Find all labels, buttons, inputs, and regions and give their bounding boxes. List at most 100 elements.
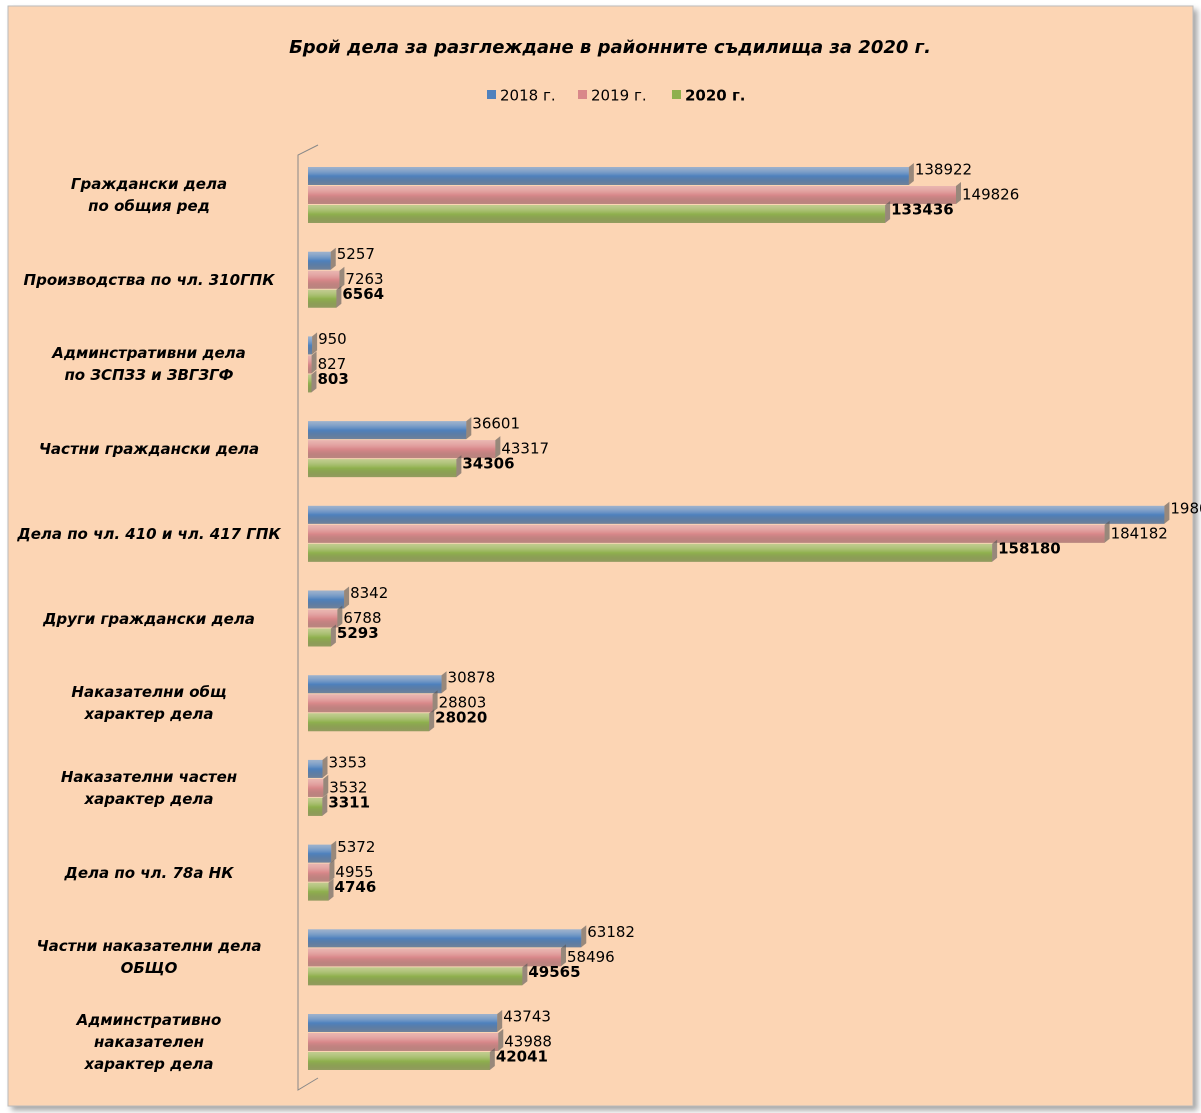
bar [308,778,324,797]
bar [308,1014,498,1032]
value-label: 803 [317,370,348,388]
category-label: Дела по чл. 78а НК [64,863,234,882]
bar-end [322,793,328,816]
value-label: 184182 [1111,524,1168,542]
bar [308,797,323,816]
bar-end [497,1010,503,1032]
bar-end [331,840,337,863]
legend-label: 2020 г. [685,87,746,105]
bar [308,251,331,270]
value-label: 158180 [998,539,1061,557]
bar-end [885,201,891,223]
category-label: Наказателни частен характер дела [60,767,238,808]
category-label: Частни наказателни дела ОБЩО [36,937,262,978]
bar [308,590,345,609]
value-label: 28803 [439,694,487,712]
legend-label: 2019 г. [591,87,647,105]
category-label: Дела по чл. 410 и чл. 417 ГПК [17,524,281,543]
bar-end [322,755,328,778]
bar [308,374,312,393]
category-label: Граждански дела по общия ред [70,175,228,215]
value-label: 133436 [891,201,954,219]
bar-end [495,436,501,459]
bar-end [498,1029,504,1051]
value-label: 7263 [345,270,383,288]
bar [308,863,330,882]
value-label: 43988 [504,1033,552,1051]
bar [308,929,582,948]
bar [308,967,523,986]
value-label: 827 [318,355,347,373]
category-label: Други граждански дела [43,609,255,628]
bar-end [311,370,317,393]
bar [308,675,442,694]
value-label: 5293 [337,624,379,642]
bar-end [330,624,336,647]
bar-end [908,163,914,185]
bar [308,186,956,204]
value-label: 4746 [335,878,377,896]
value-label: 6564 [342,285,384,303]
bar [308,948,561,967]
value-label: 4955 [335,863,373,881]
bar [308,459,457,478]
value-label: 42041 [496,1048,548,1066]
value-label: 138922 [915,161,972,179]
category-label: Частни граждански дела [38,440,260,459]
bar-end [312,332,318,355]
bar [308,543,993,562]
value-label: 28020 [435,709,487,727]
bar [308,882,329,901]
category-label: Админстративни дела по ЗСПЗЗ и ЗВГЗГФ [52,344,246,385]
value-label: 49565 [528,963,580,981]
bar [308,167,909,185]
category-label: Админстративно наказателен характер дела [76,1011,222,1073]
bar [308,759,323,778]
value-label: 149826 [962,186,1019,204]
value-label: 43317 [501,440,549,458]
chart-title: Брой дела за разглеждане в районните съд… [289,37,931,58]
bar [308,844,332,863]
bar-end [429,709,435,732]
legend-swatch [578,90,587,99]
bar-end [336,285,342,308]
value-label: 43743 [503,1008,551,1026]
bar-end [311,351,317,374]
bar [308,713,430,732]
bar-end [337,605,343,628]
bar [308,355,312,374]
bar-end [1104,520,1110,543]
value-label: 6788 [343,609,381,627]
bar-end [489,1048,495,1070]
bar [308,205,886,223]
value-label: 3311 [328,793,370,811]
category-label: Наказателни общ характер дела [71,683,227,724]
bar-end [441,671,447,694]
bar-end [339,266,345,289]
bar [308,1052,490,1070]
bar-end [456,455,462,478]
value-label: 3353 [329,753,367,771]
category-label: Производства по чл. 310ГПК [23,270,275,289]
bar-end [955,182,961,204]
bar-end [581,925,587,948]
bar [308,694,433,713]
bar [308,609,338,628]
value-label: 3532 [329,778,367,796]
bar [308,289,337,308]
bar-end [432,690,438,713]
value-label: 30878 [448,669,496,687]
bar-end [330,247,336,270]
value-label: 8342 [350,584,388,602]
axis-wall [297,144,319,1091]
bar [308,421,467,440]
value-label: 950 [318,330,347,348]
bar-end [328,878,334,901]
bar-end [522,963,528,986]
bar [308,270,340,289]
value-label: 58496 [567,948,615,966]
value-label: 34306 [462,455,514,473]
bar-end [560,944,566,967]
legend-swatch [487,90,496,99]
